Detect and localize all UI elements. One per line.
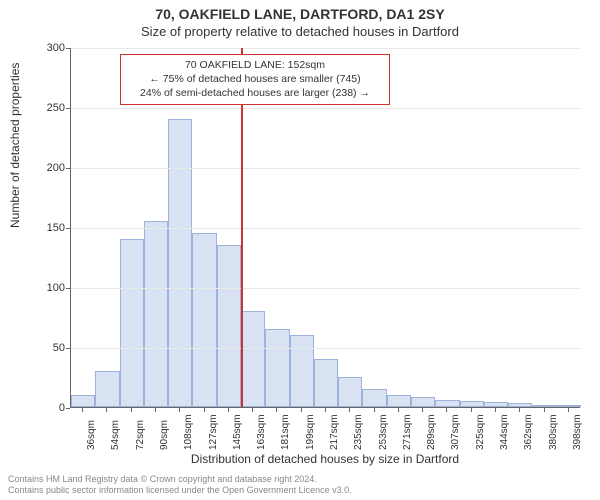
y-tick-label: 250 <box>35 102 65 114</box>
x-tick-mark <box>349 408 350 412</box>
x-tick-mark <box>544 408 545 412</box>
x-tick-label: 36sqm <box>86 420 97 450</box>
y-tick-mark <box>66 348 70 349</box>
x-tick-mark <box>422 408 423 412</box>
grid-line <box>71 288 580 289</box>
y-tick-label: 150 <box>35 222 65 234</box>
x-tick-mark <box>568 408 569 412</box>
histogram-bar <box>314 359 338 407</box>
annotation-line-2: ← 75% of detached houses are smaller (74… <box>127 72 383 86</box>
grid-line <box>71 228 580 229</box>
chart-title-address: 70, OAKFIELD LANE, DARTFORD, DA1 2SY <box>0 6 600 22</box>
x-tick-mark <box>131 408 132 412</box>
x-tick-label: 108sqm <box>183 414 194 450</box>
x-tick-label: 307sqm <box>450 414 461 450</box>
y-tick-mark <box>66 168 70 169</box>
histogram-bar <box>95 371 119 407</box>
grid-line <box>71 168 580 169</box>
histogram-bar <box>387 395 411 407</box>
footer-line-2: Contains public sector information licen… <box>8 485 352 496</box>
x-tick-label: 362sqm <box>523 414 534 450</box>
histogram-bar <box>144 221 168 407</box>
x-tick-label: 145sqm <box>232 414 243 450</box>
x-tick-mark <box>106 408 107 412</box>
histogram-bar <box>411 397 435 407</box>
y-tick-label: 0 <box>35 402 65 414</box>
x-tick-mark <box>495 408 496 412</box>
y-tick-label: 100 <box>35 282 65 294</box>
x-tick-label: 72sqm <box>135 420 146 450</box>
histogram-bar <box>192 233 216 407</box>
histogram-bar <box>338 377 362 407</box>
histogram-bar <box>290 335 314 407</box>
x-tick-label: 54sqm <box>110 420 121 450</box>
y-axis-label: Number of detached properties <box>8 63 22 228</box>
histogram-bar <box>435 400 459 407</box>
grid-line <box>71 348 580 349</box>
x-tick-mark <box>471 408 472 412</box>
grid-line <box>71 108 580 109</box>
x-tick-label: 398sqm <box>572 414 583 450</box>
footer-attribution: Contains HM Land Registry data © Crown c… <box>8 474 352 497</box>
histogram-bar <box>241 311 265 407</box>
histogram-bar <box>557 405 581 407</box>
annotation-box: 70 OAKFIELD LANE: 152sqm ← 75% of detach… <box>120 54 390 105</box>
x-tick-mark <box>301 408 302 412</box>
y-tick-mark <box>66 108 70 109</box>
x-tick-label: 199sqm <box>305 414 316 450</box>
y-tick-label: 300 <box>35 42 65 54</box>
histogram-bar <box>532 405 556 407</box>
x-tick-mark <box>398 408 399 412</box>
x-tick-mark <box>179 408 180 412</box>
histogram-bar <box>120 239 144 407</box>
x-tick-label: 235sqm <box>353 414 364 450</box>
x-tick-mark <box>446 408 447 412</box>
x-tick-mark <box>374 408 375 412</box>
x-tick-label: 271sqm <box>402 414 413 450</box>
histogram-bar <box>460 401 484 407</box>
y-tick-mark <box>66 48 70 49</box>
x-tick-label: 325sqm <box>475 414 486 450</box>
x-tick-label: 163sqm <box>256 414 267 450</box>
x-axis-label: Distribution of detached houses by size … <box>70 452 580 466</box>
histogram-bar <box>508 403 532 407</box>
x-tick-mark <box>276 408 277 412</box>
histogram-bar <box>484 402 508 407</box>
x-tick-mark <box>228 408 229 412</box>
x-tick-label: 90sqm <box>159 420 170 450</box>
x-tick-mark <box>325 408 326 412</box>
histogram-bar <box>217 245 241 407</box>
histogram-bar <box>168 119 192 407</box>
y-tick-mark <box>66 408 70 409</box>
x-tick-mark <box>155 408 156 412</box>
annotation-line-1: 70 OAKFIELD LANE: 152sqm <box>127 58 383 72</box>
y-tick-label: 200 <box>35 162 65 174</box>
x-tick-mark <box>252 408 253 412</box>
y-tick-mark <box>66 228 70 229</box>
x-tick-label: 289sqm <box>426 414 437 450</box>
x-tick-label: 344sqm <box>499 414 510 450</box>
y-tick-label: 50 <box>35 342 65 354</box>
x-tick-label: 181sqm <box>280 414 291 450</box>
chart-subtitle: Size of property relative to detached ho… <box>0 24 600 39</box>
x-tick-label: 380sqm <box>548 414 559 450</box>
grid-line <box>71 48 580 49</box>
x-tick-label: 217sqm <box>329 414 340 450</box>
histogram-bar <box>362 389 386 407</box>
x-tick-label: 127sqm <box>208 414 219 450</box>
y-tick-mark <box>66 288 70 289</box>
histogram-bar <box>265 329 289 407</box>
x-tick-label: 253sqm <box>378 414 389 450</box>
x-tick-mark <box>519 408 520 412</box>
annotation-line-3: 24% of semi-detached houses are larger (… <box>127 86 383 100</box>
footer-line-1: Contains HM Land Registry data © Crown c… <box>8 474 352 485</box>
histogram-bar <box>71 395 95 407</box>
x-tick-mark <box>204 408 205 412</box>
x-tick-mark <box>82 408 83 412</box>
